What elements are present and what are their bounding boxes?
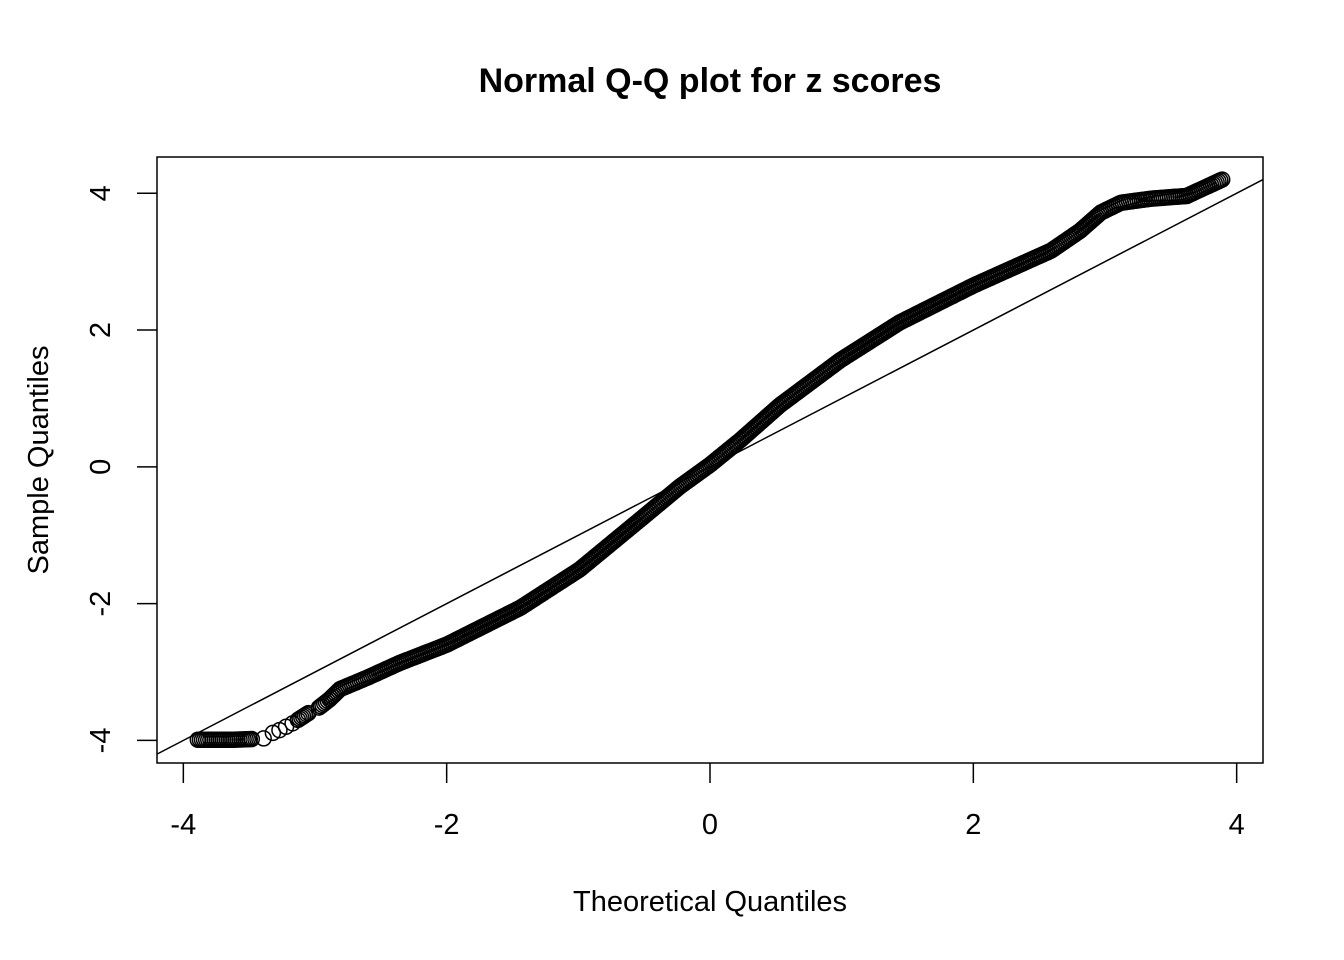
x-tick-label: -4 <box>170 809 196 841</box>
x-tick-label: 4 <box>1229 809 1245 841</box>
data-point <box>1213 171 1231 188</box>
data-point <box>300 704 317 722</box>
y-tick-label: -4 <box>85 728 117 754</box>
y-tick-label: 4 <box>85 185 117 201</box>
x-tick-label: 0 <box>702 809 718 841</box>
reference-line <box>156 178 1264 755</box>
data-point-fill <box>296 707 314 724</box>
data-point <box>243 730 261 748</box>
x-tick-label: 2 <box>965 809 981 841</box>
chart-title: Normal Q-Q plot for z scores <box>479 62 942 100</box>
y-tick-label: 2 <box>85 322 117 338</box>
y-tick-label: -2 <box>85 591 117 617</box>
x-axis-label: Theoretical Quantiles <box>573 886 847 918</box>
y-tick-label: 0 <box>85 459 117 475</box>
x-tick-label: -2 <box>434 809 460 841</box>
y-axis-label: Sample Quantiles <box>23 346 55 575</box>
data-point <box>255 730 272 747</box>
data-point-fill <box>294 708 312 725</box>
